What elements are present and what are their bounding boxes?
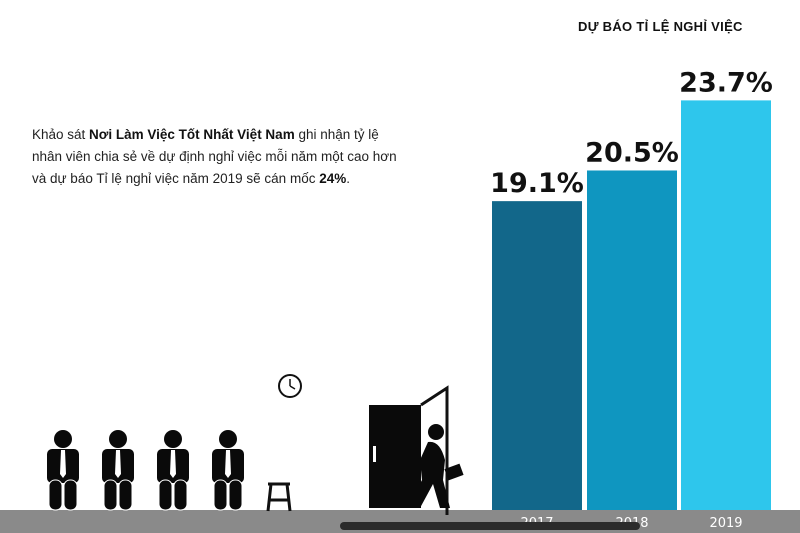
horizontal-scrollbar[interactable] <box>340 522 640 530</box>
desc-bold: Nơi Làm Việc Tốt Nhất Việt Nam <box>89 127 295 142</box>
desc-part: ghi nhận tỷ lệ nhân viên chia sẻ về dự đ… <box>32 127 397 186</box>
stool-icon <box>266 482 292 512</box>
seated-person-icon <box>102 430 134 511</box>
data-label-2018: 20.5% <box>585 137 679 168</box>
desc-part: . <box>346 171 350 186</box>
bar-2017 <box>492 201 582 510</box>
bar-2018 <box>587 170 677 510</box>
clock-icon <box>278 374 302 398</box>
desc-part: Khảo sát <box>32 127 90 142</box>
bar-2019 <box>681 100 771 510</box>
seated-person-icon <box>212 430 244 511</box>
seated-person-icon <box>47 430 79 511</box>
description-text: Khảo sát Nơi Làm Việc Tốt Nhất Việt Nam … <box>32 124 412 190</box>
desc-bold: 24% <box>319 171 347 186</box>
seated-person-icon <box>157 430 189 511</box>
chart-title: DỰ BÁO TỈ LỆ NGHỈ VIỆC <box>578 19 743 34</box>
seated-people-icons <box>47 430 244 511</box>
walking-person-icon <box>408 424 464 508</box>
data-label-2019: 23.7% <box>679 67 773 98</box>
data-label-2017: 19.1% <box>490 168 584 199</box>
tick-label-2019: 2019 <box>709 516 742 531</box>
